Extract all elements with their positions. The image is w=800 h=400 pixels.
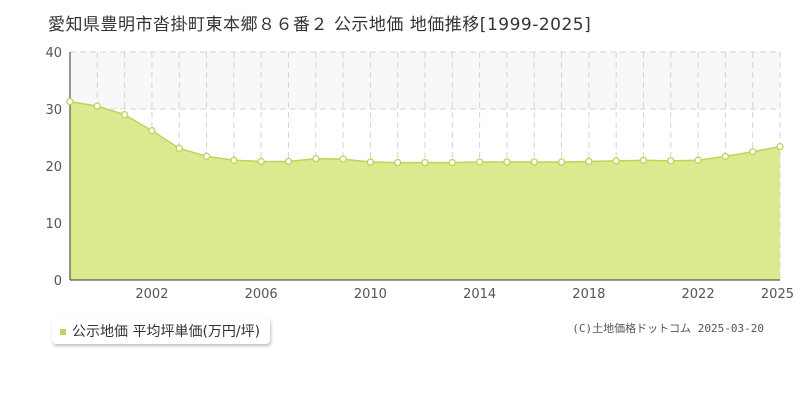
credit-text: (C)土地価格ドットコム 2025-03-20 [572, 322, 764, 335]
x-tick-label: 2025 [761, 287, 794, 302]
y-tick-label: 20 [45, 160, 62, 175]
data-point [749, 148, 757, 156]
data-point [339, 155, 347, 163]
legend-swatch [60, 329, 66, 335]
data-point [448, 158, 456, 167]
x-tick-label: 2014 [463, 287, 496, 302]
legend-label: 公示地価 平均坪単価(万円/坪) [72, 324, 261, 340]
y-tick-label: 40 [45, 46, 62, 61]
y-tick-label: 30 [45, 103, 62, 118]
data-point [503, 158, 511, 166]
data-point [93, 102, 101, 110]
data-point [475, 158, 484, 166]
y-tick-label: 10 [45, 217, 62, 232]
data-point [721, 152, 730, 160]
data-point [667, 157, 675, 165]
data-point [366, 158, 375, 166]
data-point [612, 157, 620, 165]
data-point [776, 142, 784, 151]
data-point [394, 158, 402, 167]
x-tick-label: 2018 [572, 287, 605, 302]
chart-title: 愛知県豊明市沓掛町東本郷８６番２ 公示地価 地価推移[1999-2025] [48, 15, 592, 35]
data-point [148, 127, 156, 135]
data-point [639, 156, 648, 164]
data-point [120, 111, 129, 119]
data-point [284, 157, 293, 166]
x-tick-label: 2002 [135, 287, 168, 302]
data-point [202, 152, 211, 160]
data-point [257, 157, 265, 166]
data-point [421, 158, 429, 167]
series-area [70, 101, 780, 280]
data-point [66, 97, 74, 106]
x-tick-label: 2006 [245, 287, 278, 302]
legend: 公示地価 平均坪単価(万円/坪) [52, 318, 271, 344]
x-tick-label: 2010 [354, 287, 387, 302]
y-tick-label: 0 [54, 274, 62, 289]
data-point [312, 154, 320, 163]
data-point [557, 158, 566, 166]
data-point [230, 156, 238, 164]
data-point [175, 144, 183, 152]
data-point [694, 156, 702, 164]
x-tick-label: 2022 [682, 287, 715, 302]
data-point [530, 158, 538, 166]
chart-band [70, 52, 780, 109]
data-point [585, 157, 593, 166]
